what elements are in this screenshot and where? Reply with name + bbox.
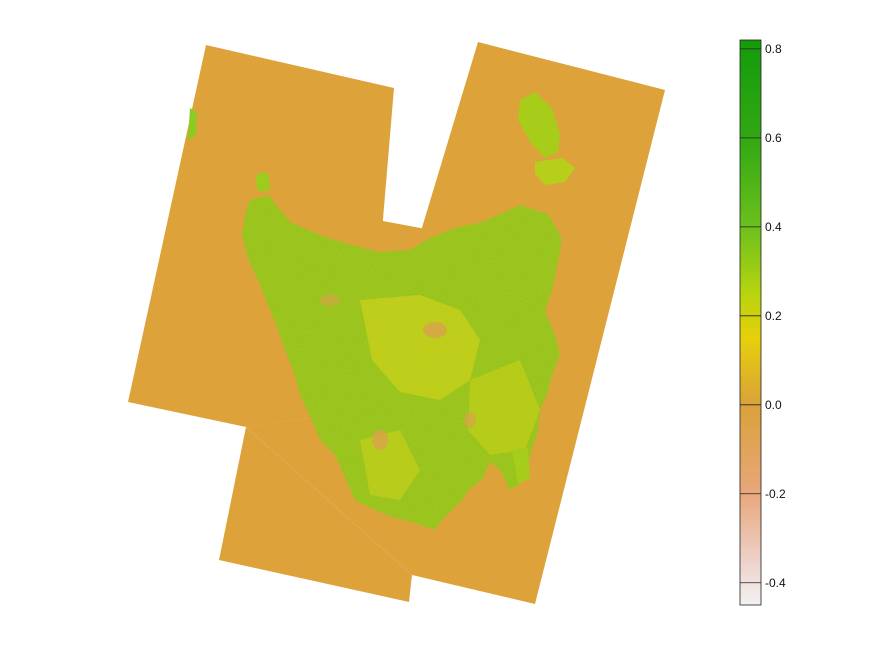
color-bar-tick-label: 0.8 (765, 42, 782, 56)
raster-tile-south (219, 427, 412, 602)
color-bar-tick-label: -0.4 (765, 576, 786, 590)
color-bar-tick-label: 0.2 (765, 309, 782, 323)
bare-patch (372, 430, 388, 450)
color-bar-tick-label: 0.0 (765, 398, 782, 412)
central-plateau-patch (360, 295, 480, 400)
color-bar-tick-label: 0.6 (765, 131, 782, 145)
king-island-edge (188, 108, 197, 140)
cape-barren-island (535, 158, 575, 185)
offshore-islands (188, 92, 575, 484)
bare-patch (320, 294, 340, 306)
bare-patch (423, 322, 447, 338)
flinders-island (518, 92, 560, 158)
small-island (255, 172, 270, 192)
tasmania-landmass (242, 195, 562, 530)
east-patch (468, 360, 540, 455)
bare-patch (464, 412, 476, 428)
color-bar (739, 39, 762, 606)
color-bar-tick-label: -0.2 (765, 487, 786, 501)
small-island (512, 448, 530, 484)
color-bar-tick-label: 0.4 (765, 220, 782, 234)
